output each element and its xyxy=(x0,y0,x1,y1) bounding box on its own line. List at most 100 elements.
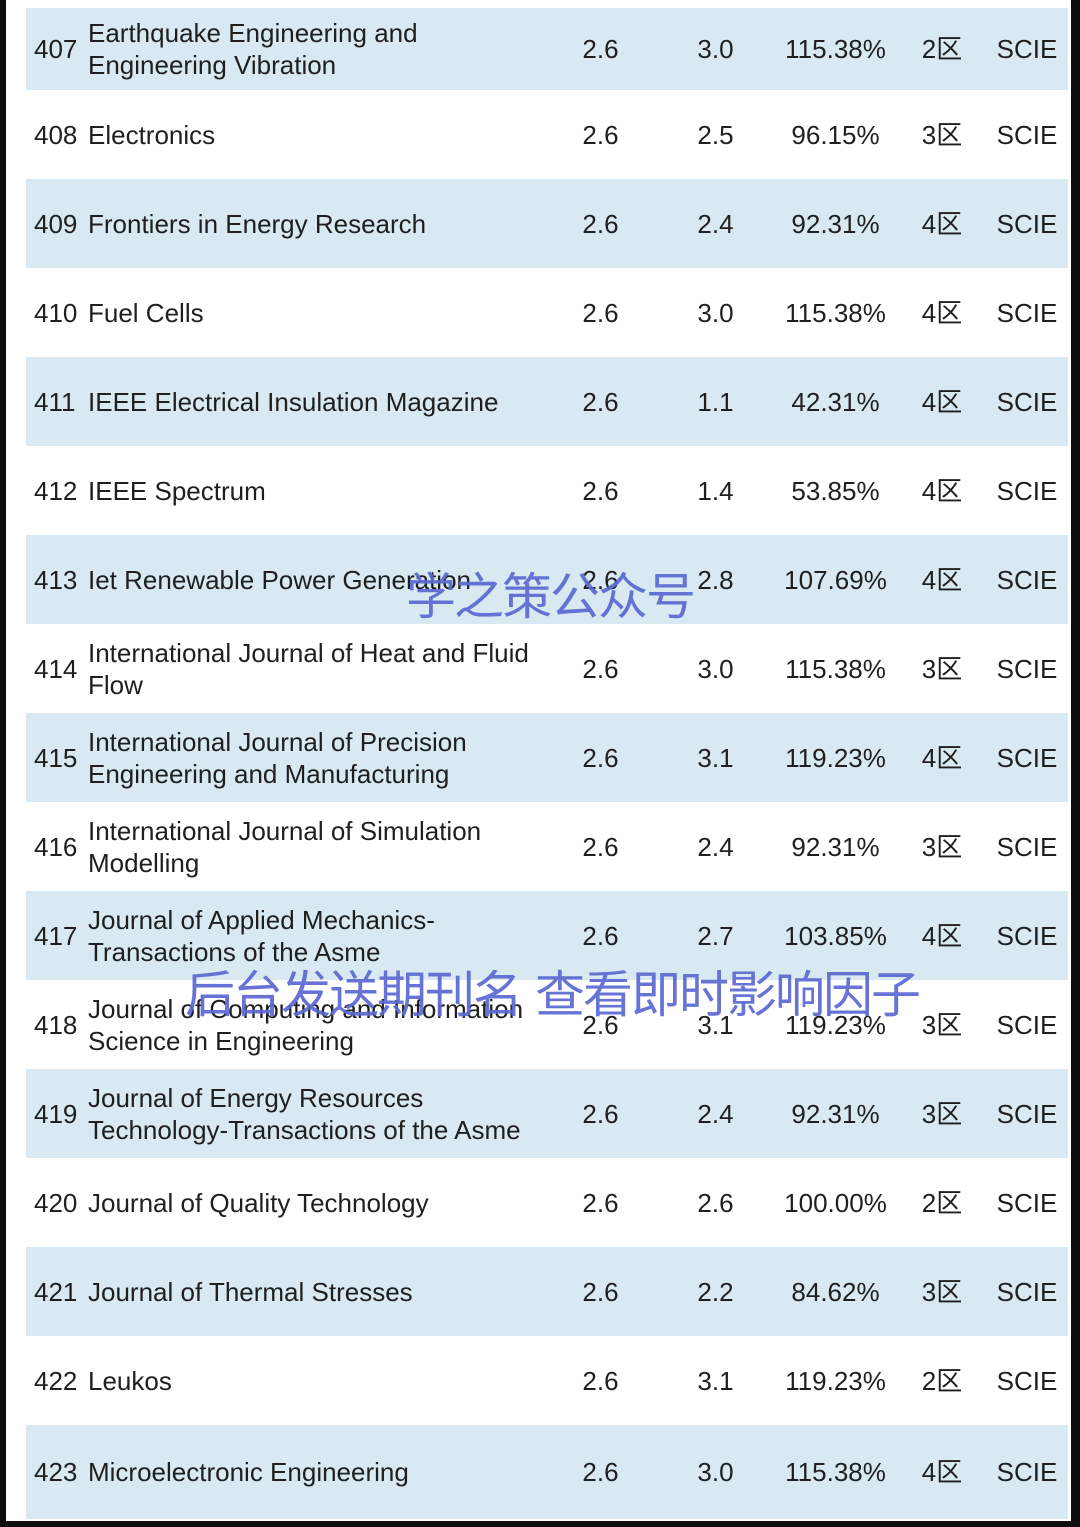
scie-index-cell: SCIE xyxy=(996,653,1058,684)
journal-name-cell: Journal of Applied Mechanics- Transactio… xyxy=(88,904,435,967)
scie-index-cell: SCIE xyxy=(996,920,1058,951)
percent-cell: 42.31% xyxy=(791,386,880,417)
realtime-if-cell: 3.1 xyxy=(697,742,734,773)
cas-zone-cell: 4区 xyxy=(921,386,963,417)
scie-index-cell: SCIE xyxy=(996,386,1058,417)
impact-factor-cell: 2.6 xyxy=(582,564,619,595)
realtime-if-cell: 2.8 xyxy=(697,564,734,595)
table-row: 418 Journal of Computing and Information… xyxy=(26,980,1068,1069)
journal-name-cell: Electronics xyxy=(88,119,216,150)
impact-factor-cell: 2.6 xyxy=(582,208,619,239)
table-row: 410 Fuel Cells 2.6 3.0 115.38% 4区 SCIE xyxy=(26,268,1068,357)
impact-factor-cell: 2.6 xyxy=(582,386,619,417)
table-row: 422 Leukos 2.6 3.1 119.23% 2区 SCIE xyxy=(26,1336,1068,1425)
journal-table: 407 Earthquake Engineering and Engineeri… xyxy=(26,8,1068,1519)
scie-index-cell: SCIE xyxy=(996,1365,1058,1396)
scie-index-cell: SCIE xyxy=(996,119,1058,150)
realtime-if-cell: 3.0 xyxy=(697,653,734,684)
journal-name-cell: Journal of Thermal Stresses xyxy=(88,1276,413,1307)
cas-zone-cell: 4区 xyxy=(921,564,963,595)
realtime-if-cell: 3.1 xyxy=(697,1365,734,1396)
realtime-if-cell: 2.4 xyxy=(697,208,734,239)
journal-name-cell: Journal of Computing and Information Sci… xyxy=(88,993,524,1056)
realtime-if-cell: 2.6 xyxy=(697,1187,734,1218)
scie-index-cell: SCIE xyxy=(996,1457,1058,1487)
percent-cell: 119.23% xyxy=(785,742,886,773)
percent-cell: 107.69% xyxy=(784,564,887,595)
cas-zone-cell: 3区 xyxy=(921,1009,963,1040)
realtime-if-cell: 2.4 xyxy=(697,831,734,862)
realtime-if-cell: 1.1 xyxy=(697,386,734,417)
cas-zone-cell: 3区 xyxy=(921,1276,963,1307)
rank-cell: 411 xyxy=(34,386,76,417)
impact-factor-cell: 2.6 xyxy=(582,119,619,150)
rank-cell: 412 xyxy=(34,475,78,506)
percent-cell: 96.15% xyxy=(791,119,880,150)
realtime-if-cell: 2.2 xyxy=(697,1276,734,1307)
rank-cell: 421 xyxy=(34,1276,78,1307)
cas-zone-cell: 3区 xyxy=(921,653,963,684)
percent-cell: 92.31% xyxy=(791,831,880,862)
journal-name-cell: Microelectronic Engineering xyxy=(88,1457,409,1487)
rank-cell: 408 xyxy=(34,119,78,150)
realtime-if-cell: 2.7 xyxy=(697,920,734,951)
scie-index-cell: SCIE xyxy=(996,1187,1058,1218)
cas-zone-cell: 3区 xyxy=(921,119,963,150)
scie-index-cell: SCIE xyxy=(996,831,1058,862)
realtime-if-cell: 3.0 xyxy=(697,1457,734,1487)
cas-zone-cell: 2区 xyxy=(921,1365,963,1396)
scie-index-cell: SCIE xyxy=(996,742,1058,773)
frame-border-right xyxy=(1071,0,1080,1527)
rank-cell: 420 xyxy=(34,1187,78,1218)
journal-name-cell: Frontiers in Energy Research xyxy=(88,208,427,239)
percent-cell: 84.62% xyxy=(791,1276,880,1307)
rank-cell: 418 xyxy=(34,1009,78,1040)
scie-index-cell: SCIE xyxy=(996,1009,1058,1040)
percent-cell: 92.31% xyxy=(791,208,880,239)
percent-cell: 115.38% xyxy=(785,1457,886,1487)
journal-name-cell: Earthquake Engineering and Engineering V… xyxy=(88,18,418,80)
percent-cell: 115.38% xyxy=(785,297,886,328)
table-row: 416 International Journal of Simulation … xyxy=(26,802,1068,891)
rank-cell: 410 xyxy=(34,297,78,328)
journal-name-cell: International Journal of Precision Engin… xyxy=(88,726,467,789)
realtime-if-cell: 2.5 xyxy=(697,119,734,150)
cas-zone-cell: 3区 xyxy=(921,831,963,862)
cas-zone-cell: 4区 xyxy=(921,475,963,506)
percent-cell: 119.23% xyxy=(785,1365,886,1396)
journal-name-cell: International Journal of Simulation Mode… xyxy=(88,815,482,878)
percent-cell: 103.85% xyxy=(784,920,887,951)
table-row: 420 Journal of Quality Technology 2.6 2.… xyxy=(26,1158,1068,1247)
impact-factor-cell: 2.6 xyxy=(582,475,619,506)
percent-cell: 100.00% xyxy=(784,1187,887,1218)
impact-factor-cell: 2.6 xyxy=(582,1276,619,1307)
percent-cell: 92.31% xyxy=(791,1098,880,1129)
rank-cell: 422 xyxy=(34,1365,78,1396)
percent-cell: 115.38% xyxy=(785,34,886,64)
table-row: 412 IEEE Spectrum 2.6 1.4 53.85% 4区 SCIE xyxy=(26,446,1068,535)
journal-name-cell: Leukos xyxy=(88,1365,172,1396)
table-row: 415 International Journal of Precision E… xyxy=(26,713,1068,802)
realtime-if-cell: 3.0 xyxy=(697,34,734,64)
rank-cell: 407 xyxy=(34,34,78,64)
impact-factor-cell: 2.6 xyxy=(582,742,619,773)
scie-index-cell: SCIE xyxy=(996,1098,1058,1129)
rank-cell: 416 xyxy=(34,831,78,862)
realtime-if-cell: 3.1 xyxy=(697,1009,734,1040)
table-row: 411 IEEE Electrical Insulation Magazine … xyxy=(26,357,1068,446)
rank-cell: 413 xyxy=(34,564,78,595)
cas-zone-cell: 2区 xyxy=(921,34,963,64)
impact-factor-cell: 2.6 xyxy=(582,1457,619,1487)
scie-index-cell: SCIE xyxy=(996,34,1058,64)
journal-name-cell: IEEE Spectrum xyxy=(88,475,266,506)
impact-factor-cell: 2.6 xyxy=(582,653,619,684)
rank-cell: 419 xyxy=(34,1098,78,1129)
cas-zone-cell: 4区 xyxy=(921,1457,963,1487)
cas-zone-cell: 4区 xyxy=(921,208,963,239)
cas-zone-cell: 4区 xyxy=(921,297,963,328)
impact-factor-cell: 2.6 xyxy=(582,297,619,328)
table-row: 423 Microelectronic Engineering 2.6 3.0 … xyxy=(26,1425,1068,1519)
frame-border-left xyxy=(0,0,6,1527)
journal-name-cell: Journal of Quality Technology xyxy=(88,1187,429,1218)
